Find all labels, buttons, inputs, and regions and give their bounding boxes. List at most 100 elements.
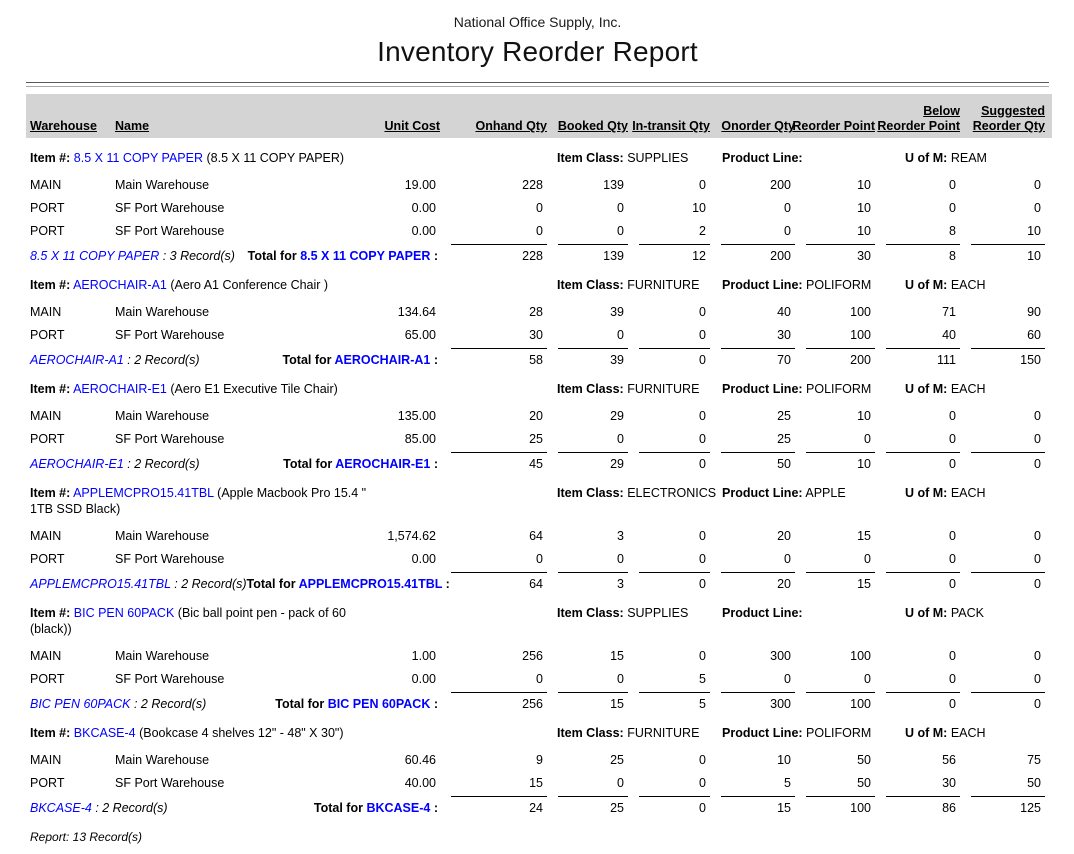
warehouse-name-cell: SF Port Warehouse — [115, 775, 225, 790]
item-code-link[interactable]: BIC PEN 60PACK — [327, 697, 431, 711]
booked-qty-cell: 0 — [617, 431, 624, 446]
suggested-reorder-qty-cell: 75 — [1027, 752, 1041, 767]
item-code-link[interactable]: AEROCHAIR-E1 — [335, 457, 431, 471]
total-reorder-point-value: 100 — [806, 796, 875, 815]
column-header-suggested-reorder-qty: Suggested Reorder Qty — [960, 104, 1045, 134]
warehouse-code-cell: MAIN — [30, 528, 62, 543]
column-header-label: Unit Cost — [384, 119, 440, 133]
item-class-label: Item Class: — [557, 606, 624, 620]
total-suggested-value: 0 — [971, 692, 1045, 711]
item-class-value: SUPPLIES — [627, 151, 689, 165]
in-transit-qty-cell: 2 — [699, 223, 706, 238]
column-header-label: Warehouse — [30, 119, 97, 133]
total-reorder-point-cell: 30 — [795, 243, 875, 263]
column-header-label: Reorder Qty — [972, 119, 1045, 133]
unit-cost-cell: 135.00 — [397, 408, 436, 423]
warehouse-code-cell: PORT — [30, 431, 65, 446]
item-code-link[interactable]: 8.5 X 11 COPY PAPER — [30, 249, 160, 263]
total-in-transit-value: 0 — [639, 348, 710, 367]
record-count: 8.5 X 11 COPY PAPER : 3 Record(s) — [30, 249, 235, 263]
warehouse-code-cell: MAIN — [30, 648, 62, 663]
booked-qty-cell: 0 — [617, 223, 624, 238]
warehouse-name-cell: SF Port Warehouse — [115, 327, 225, 342]
warehouse-code-cell: MAIN — [30, 408, 62, 423]
total-below-reorder-value: 0 — [886, 692, 960, 711]
item-code-link[interactable]: 8.5 X 11 COPY PAPER — [300, 249, 431, 263]
item-header: Item #: APPLEMCPRO15.41TBL (Apple Macboo… — [30, 485, 547, 517]
page-title: Inventory Reorder Report — [377, 36, 698, 67]
total-onorder-value: 15 — [721, 796, 795, 815]
warehouse-name-cell: Main Warehouse — [115, 304, 210, 319]
item-code-link[interactable]: BKCASE-4 — [30, 801, 92, 815]
item-code-link[interactable]: 8.5 X 11 COPY PAPER — [73, 151, 204, 165]
total-suggested-cell: 150 — [960, 347, 1045, 367]
total-prefix: Total for — [246, 577, 299, 591]
total-reorder-point-cell: 15 — [795, 571, 875, 591]
unit-cost-cell: 0.00 — [411, 671, 436, 686]
item-code-link[interactable]: AEROCHAIR-A1 — [334, 353, 431, 367]
column-header-label-top: Below — [923, 104, 960, 118]
unit-cost-cell: 0.00 — [411, 551, 436, 566]
group-rows: MAIN Main Warehouse 134.64 28 39 0 40 10… — [30, 300, 1045, 346]
unit-cost-cell: 60.46 — [404, 752, 436, 767]
unit-cost-cell: 85.00 — [404, 431, 436, 446]
item-class-cell: Item Class: FURNITURE — [547, 381, 710, 397]
below-reorder-point-cell: 30 — [942, 775, 956, 790]
item-code-link[interactable]: AEROCHAIR-E1 — [30, 457, 124, 471]
item-group-header: Item #: AEROCHAIR-E1 (Aero E1 Executive … — [30, 381, 1045, 397]
onhand-qty-cell: 0 — [536, 200, 543, 215]
item-class-cell: Item Class: SUPPLIES — [547, 150, 710, 166]
item-group-header: Item #: BIC PEN 60PACK (Bic ball point p… — [30, 605, 1045, 637]
warehouse-name-cell: Main Warehouse — [115, 408, 210, 423]
reorder-point-cell: 50 — [857, 775, 871, 790]
uom-label: U of M: — [905, 278, 948, 292]
item-code-link[interactable]: BKCASE-4 — [366, 801, 431, 815]
total-booked-value: 29 — [558, 452, 628, 471]
item-header: Item #: AEROCHAIR-E1 (Aero E1 Executive … — [30, 381, 547, 397]
item-header: Item #: BIC PEN 60PACK (Bic ball point p… — [30, 605, 547, 637]
total-suffix: : — [430, 249, 438, 263]
suggested-reorder-qty-cell: 0 — [1034, 200, 1041, 215]
uom-cell: U of M: EACH — [880, 277, 1045, 293]
total-in-transit-cell: 0 — [628, 795, 710, 815]
item-number-label: Item #: — [30, 606, 71, 620]
warehouse-name-cell: SF Port Warehouse — [115, 671, 225, 686]
record-count-text: : 3 Record(s) — [159, 249, 235, 263]
warehouse-row: MAIN Main Warehouse 60.46 9 25 0 10 50 5… — [30, 748, 1045, 771]
total-onorder-cell: 300 — [710, 691, 795, 711]
onorder-qty-cell: 30 — [777, 327, 791, 342]
warehouse-code-cell: MAIN — [30, 177, 62, 192]
suggested-reorder-qty-cell: 0 — [1034, 671, 1041, 686]
total-onhand-cell: 58 — [440, 347, 547, 367]
item-code-link[interactable]: BKCASE-4 — [73, 726, 136, 740]
warehouse-row: PORT SF Port Warehouse 0.00 0 0 5 0 0 0 … — [30, 667, 1045, 690]
reorder-point-cell: 50 — [857, 752, 871, 767]
column-header-reorder-point: Reorder Point — [792, 119, 875, 134]
item-group: Item #: AEROCHAIR-A1 (Aero A1 Conference… — [30, 277, 1045, 369]
item-code-link[interactable]: APPLEMCPRO15.41TBL — [73, 486, 214, 500]
unit-cost-cell: 1,574.62 — [387, 528, 436, 543]
uom-cell: U of M: REAM — [880, 150, 1045, 166]
below-reorder-point-cell: 0 — [949, 528, 956, 543]
record-count-text: : 2 Record(s) — [170, 577, 247, 591]
column-header-label: In-transit Qty — [632, 119, 710, 133]
total-booked-cell: 25 — [547, 795, 628, 815]
warehouse-row: PORT SF Port Warehouse 65.00 30 0 0 30 1… — [30, 323, 1045, 346]
group-total-row: 8.5 X 11 COPY PAPER : 3 Record(s) Total … — [30, 243, 1045, 265]
item-description: (Aero E1 Executive Tile Chair) — [170, 382, 338, 396]
onhand-qty-cell: 228 — [522, 177, 543, 192]
total-booked-cell: 139 — [547, 243, 628, 263]
item-code-link[interactable]: AEROCHAIR-A1 — [30, 353, 124, 367]
item-code-link[interactable]: BIC PEN 60PACK — [73, 606, 175, 620]
item-code-link[interactable]: APPLEMCPRO15.41TBL — [30, 577, 171, 591]
total-suffix: : — [430, 353, 438, 367]
column-header-label: Booked Qty — [557, 119, 628, 133]
item-code-link[interactable]: BIC PEN 60PACK — [30, 697, 131, 711]
item-code-link[interactable]: AEROCHAIR-A1 — [73, 278, 167, 292]
item-code-link[interactable]: APPLEMCPRO15.41TBL — [298, 577, 443, 591]
total-onhand-value: 228 — [451, 244, 547, 263]
below-reorder-point-cell: 8 — [949, 223, 956, 238]
total-booked-value: 15 — [558, 692, 628, 711]
uom-cell: U of M: EACH — [880, 381, 1045, 397]
item-code-link[interactable]: AEROCHAIR-E1 — [73, 382, 167, 396]
